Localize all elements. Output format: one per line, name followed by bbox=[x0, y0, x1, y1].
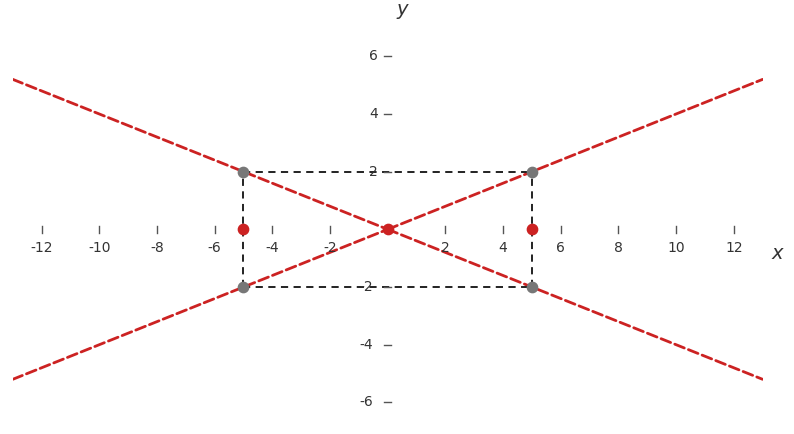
Text: -4: -4 bbox=[360, 338, 373, 352]
Text: y: y bbox=[396, 0, 408, 19]
Point bbox=[237, 168, 250, 175]
Text: 4: 4 bbox=[499, 241, 507, 255]
Text: 6: 6 bbox=[368, 49, 378, 63]
Text: -6: -6 bbox=[360, 395, 373, 409]
Text: -12: -12 bbox=[30, 241, 53, 255]
Point bbox=[526, 283, 538, 290]
Text: -2: -2 bbox=[323, 241, 337, 255]
Text: 6: 6 bbox=[557, 241, 565, 255]
Point bbox=[237, 226, 250, 233]
Text: 2: 2 bbox=[369, 164, 378, 179]
Text: 10: 10 bbox=[667, 241, 685, 255]
Text: 8: 8 bbox=[614, 241, 622, 255]
Text: 2: 2 bbox=[441, 241, 449, 255]
Point bbox=[381, 226, 394, 233]
Text: 12: 12 bbox=[725, 241, 742, 255]
Text: -8: -8 bbox=[150, 241, 164, 255]
Text: -10: -10 bbox=[88, 241, 110, 255]
Text: -2: -2 bbox=[360, 280, 373, 294]
Text: 4: 4 bbox=[369, 107, 378, 121]
Text: -4: -4 bbox=[265, 241, 279, 255]
Text: x: x bbox=[771, 244, 783, 263]
Text: -6: -6 bbox=[208, 241, 222, 255]
Point bbox=[526, 226, 538, 233]
Point bbox=[526, 168, 538, 175]
Point bbox=[237, 283, 250, 290]
